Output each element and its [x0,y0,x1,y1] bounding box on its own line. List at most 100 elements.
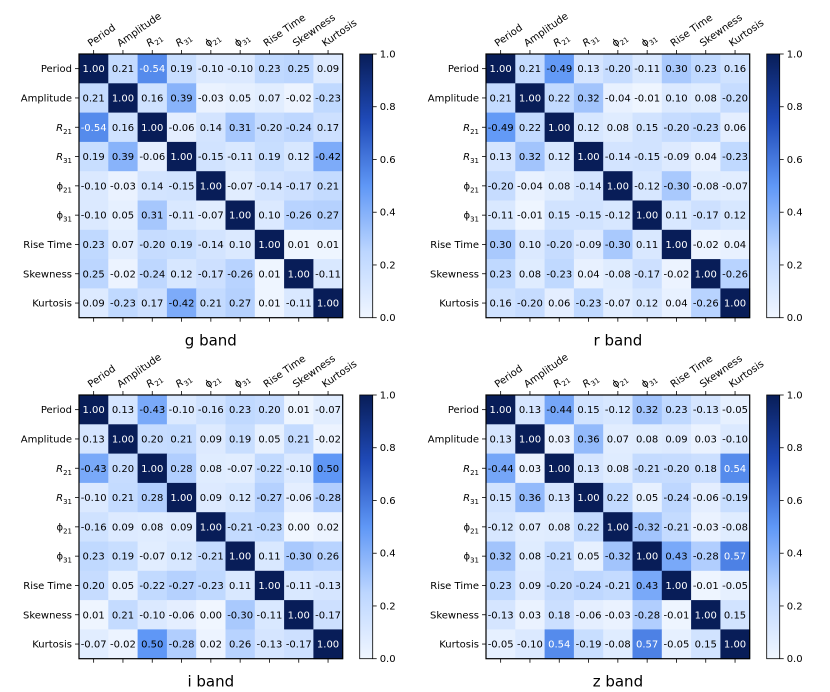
cell-value-label: -0.10 [227,64,253,75]
colorbar-tick-label: 0.4 [787,208,803,219]
cell-value-label: -0.17 [198,269,224,280]
heatmap-cell [137,395,168,425]
cell-value-label: 0.06 [724,123,746,134]
cell-value-label: 1.00 [548,123,570,134]
cell-value-label: 0.36 [519,493,541,504]
heatmap-cell [108,141,138,172]
cell-value-label: -0.42 [169,299,195,310]
y-tick-label: Kurtosis [32,640,72,651]
heatmap-cell [166,482,197,513]
cell-value-label: 0.07 [607,434,629,445]
heatmap-cell [573,541,604,572]
heatmap-cell [661,54,692,84]
heatmap-cell [225,83,256,113]
heatmap-cell [313,482,344,513]
heatmap-cell [573,259,604,289]
band-title: z band [593,673,643,691]
cell-value-label: 0.23 [490,581,512,592]
cell-value-label: -0.15 [576,211,602,222]
heatmap-cell [573,570,604,601]
cell-value-label: 0.21 [317,181,339,192]
cell-value-label: 0.10 [665,93,687,104]
cell-value-label: 0.01 [288,405,310,416]
cell-value-label: 0.08 [519,269,541,280]
heatmap-cell [720,512,751,542]
cell-value-label: -0.27 [169,581,195,592]
heatmap-cell [313,112,344,143]
heatmap-cell [486,512,516,542]
heatmap-cell [108,54,138,84]
heatmap-cell [661,629,692,660]
heatmap-cell [79,570,109,601]
heatmap-cell [254,171,285,201]
colorbar-tick-label: 0.6 [787,155,803,166]
heatmap-cell [603,629,633,660]
cell-value-label: -0.09 [576,240,602,251]
cell-value-label: 0.21 [200,299,222,310]
cell-value-label: -0.07 [227,464,253,475]
heatmap-cell [108,83,138,113]
colorbar-tick-label: 0.8 [787,443,803,454]
heatmap-cell [196,200,226,231]
cell-value-label: -0.23 [722,152,748,163]
heatmap-cell [515,288,545,319]
heatmap-cell [720,629,751,660]
y-tick-label: Rise Time [430,581,479,592]
heatmap-cell [196,541,226,572]
cell-value-label: 0.05 [258,434,280,445]
cell-value-label: 0.39 [112,152,134,163]
heatmap-cell [515,141,545,172]
heatmap-cell [108,171,138,201]
cell-value-label: -0.02 [110,269,136,280]
cell-value-label: -0.24 [139,269,165,280]
y-tick-label: R31 [56,152,72,165]
heatmap-cell [313,288,344,319]
heatmap-cell [632,512,663,542]
cell-value-label: 0.22 [548,93,570,104]
cell-value-label: -0.54 [81,123,107,134]
heatmap-cell [137,54,168,84]
heatmap-cell [108,600,138,630]
cell-value-label: 0.04 [695,152,717,163]
cell-value-label: -0.04 [605,93,631,104]
heatmap-cell [720,141,751,172]
heatmap-cell [632,570,663,601]
heatmap-cell [108,482,138,513]
heatmap-cell [225,171,256,201]
heatmap-cell [196,482,226,513]
heatmap-cell [284,229,314,260]
heatmap-cell [691,512,721,542]
cell-value-label: 0.12 [636,299,658,310]
heatmap-cell [166,288,197,319]
cell-value-label: 1.00 [170,493,192,504]
cell-value-label: -0.11 [169,211,195,222]
cell-value-label: 0.12 [724,211,746,222]
heatmap-cell [196,54,226,84]
heatmap-cell [720,424,751,454]
cell-value-label: 0.09 [112,522,134,533]
cell-value-label: 0.32 [490,552,512,563]
cell-value-label: -0.07 [139,552,165,563]
cell-value-label: 0.28 [141,493,163,504]
cell-value-label: -0.07 [198,211,224,222]
heatmap-cell [254,453,285,484]
cell-value-label: 1.00 [519,93,541,104]
cell-value-label: -0.11 [315,269,341,280]
cell-value-label: 1.00 [490,64,512,75]
heatmap-cell [166,424,197,454]
cell-value-label: -0.06 [286,493,312,504]
cell-value-label: -0.28 [634,610,660,621]
cell-value-label: -0.26 [286,211,312,222]
cell-value-label: 0.03 [548,434,570,445]
heatmap-cell [661,288,692,319]
heatmap-cell [225,229,256,260]
heatmap-cell [108,288,138,319]
heatmap-cell [313,600,344,630]
cell-value-label: 0.15 [636,123,658,134]
heatmap-cell [254,200,285,231]
heatmap-cell [544,482,575,513]
colorbar-tick-label: 0.0 [787,654,803,665]
heatmap-cell [603,512,633,542]
heatmap-cell [108,512,138,542]
cell-value-label: -0.07 [227,181,253,192]
